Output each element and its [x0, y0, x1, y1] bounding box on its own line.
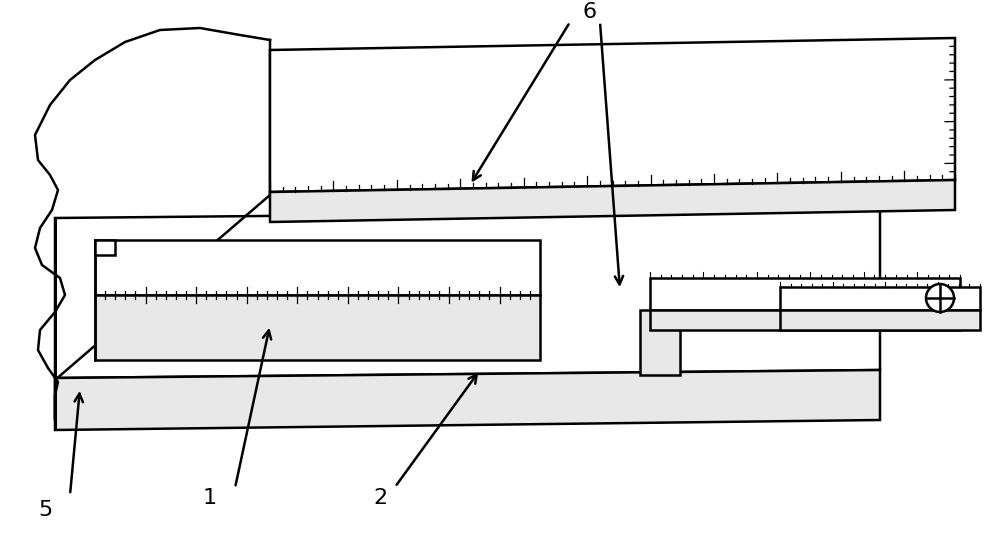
Polygon shape	[650, 310, 960, 330]
Polygon shape	[95, 240, 115, 255]
Polygon shape	[55, 210, 880, 378]
Polygon shape	[780, 310, 980, 330]
Polygon shape	[780, 287, 980, 310]
Polygon shape	[270, 38, 955, 192]
Polygon shape	[270, 180, 955, 222]
Text: 6: 6	[583, 2, 597, 22]
Polygon shape	[95, 240, 540, 295]
Text: 5: 5	[38, 500, 52, 520]
Polygon shape	[650, 278, 960, 310]
Polygon shape	[640, 310, 680, 375]
Polygon shape	[35, 28, 270, 420]
Text: 1: 1	[203, 488, 217, 508]
Polygon shape	[55, 370, 880, 430]
Circle shape	[926, 284, 954, 312]
Text: 2: 2	[373, 488, 387, 508]
Polygon shape	[95, 295, 540, 360]
